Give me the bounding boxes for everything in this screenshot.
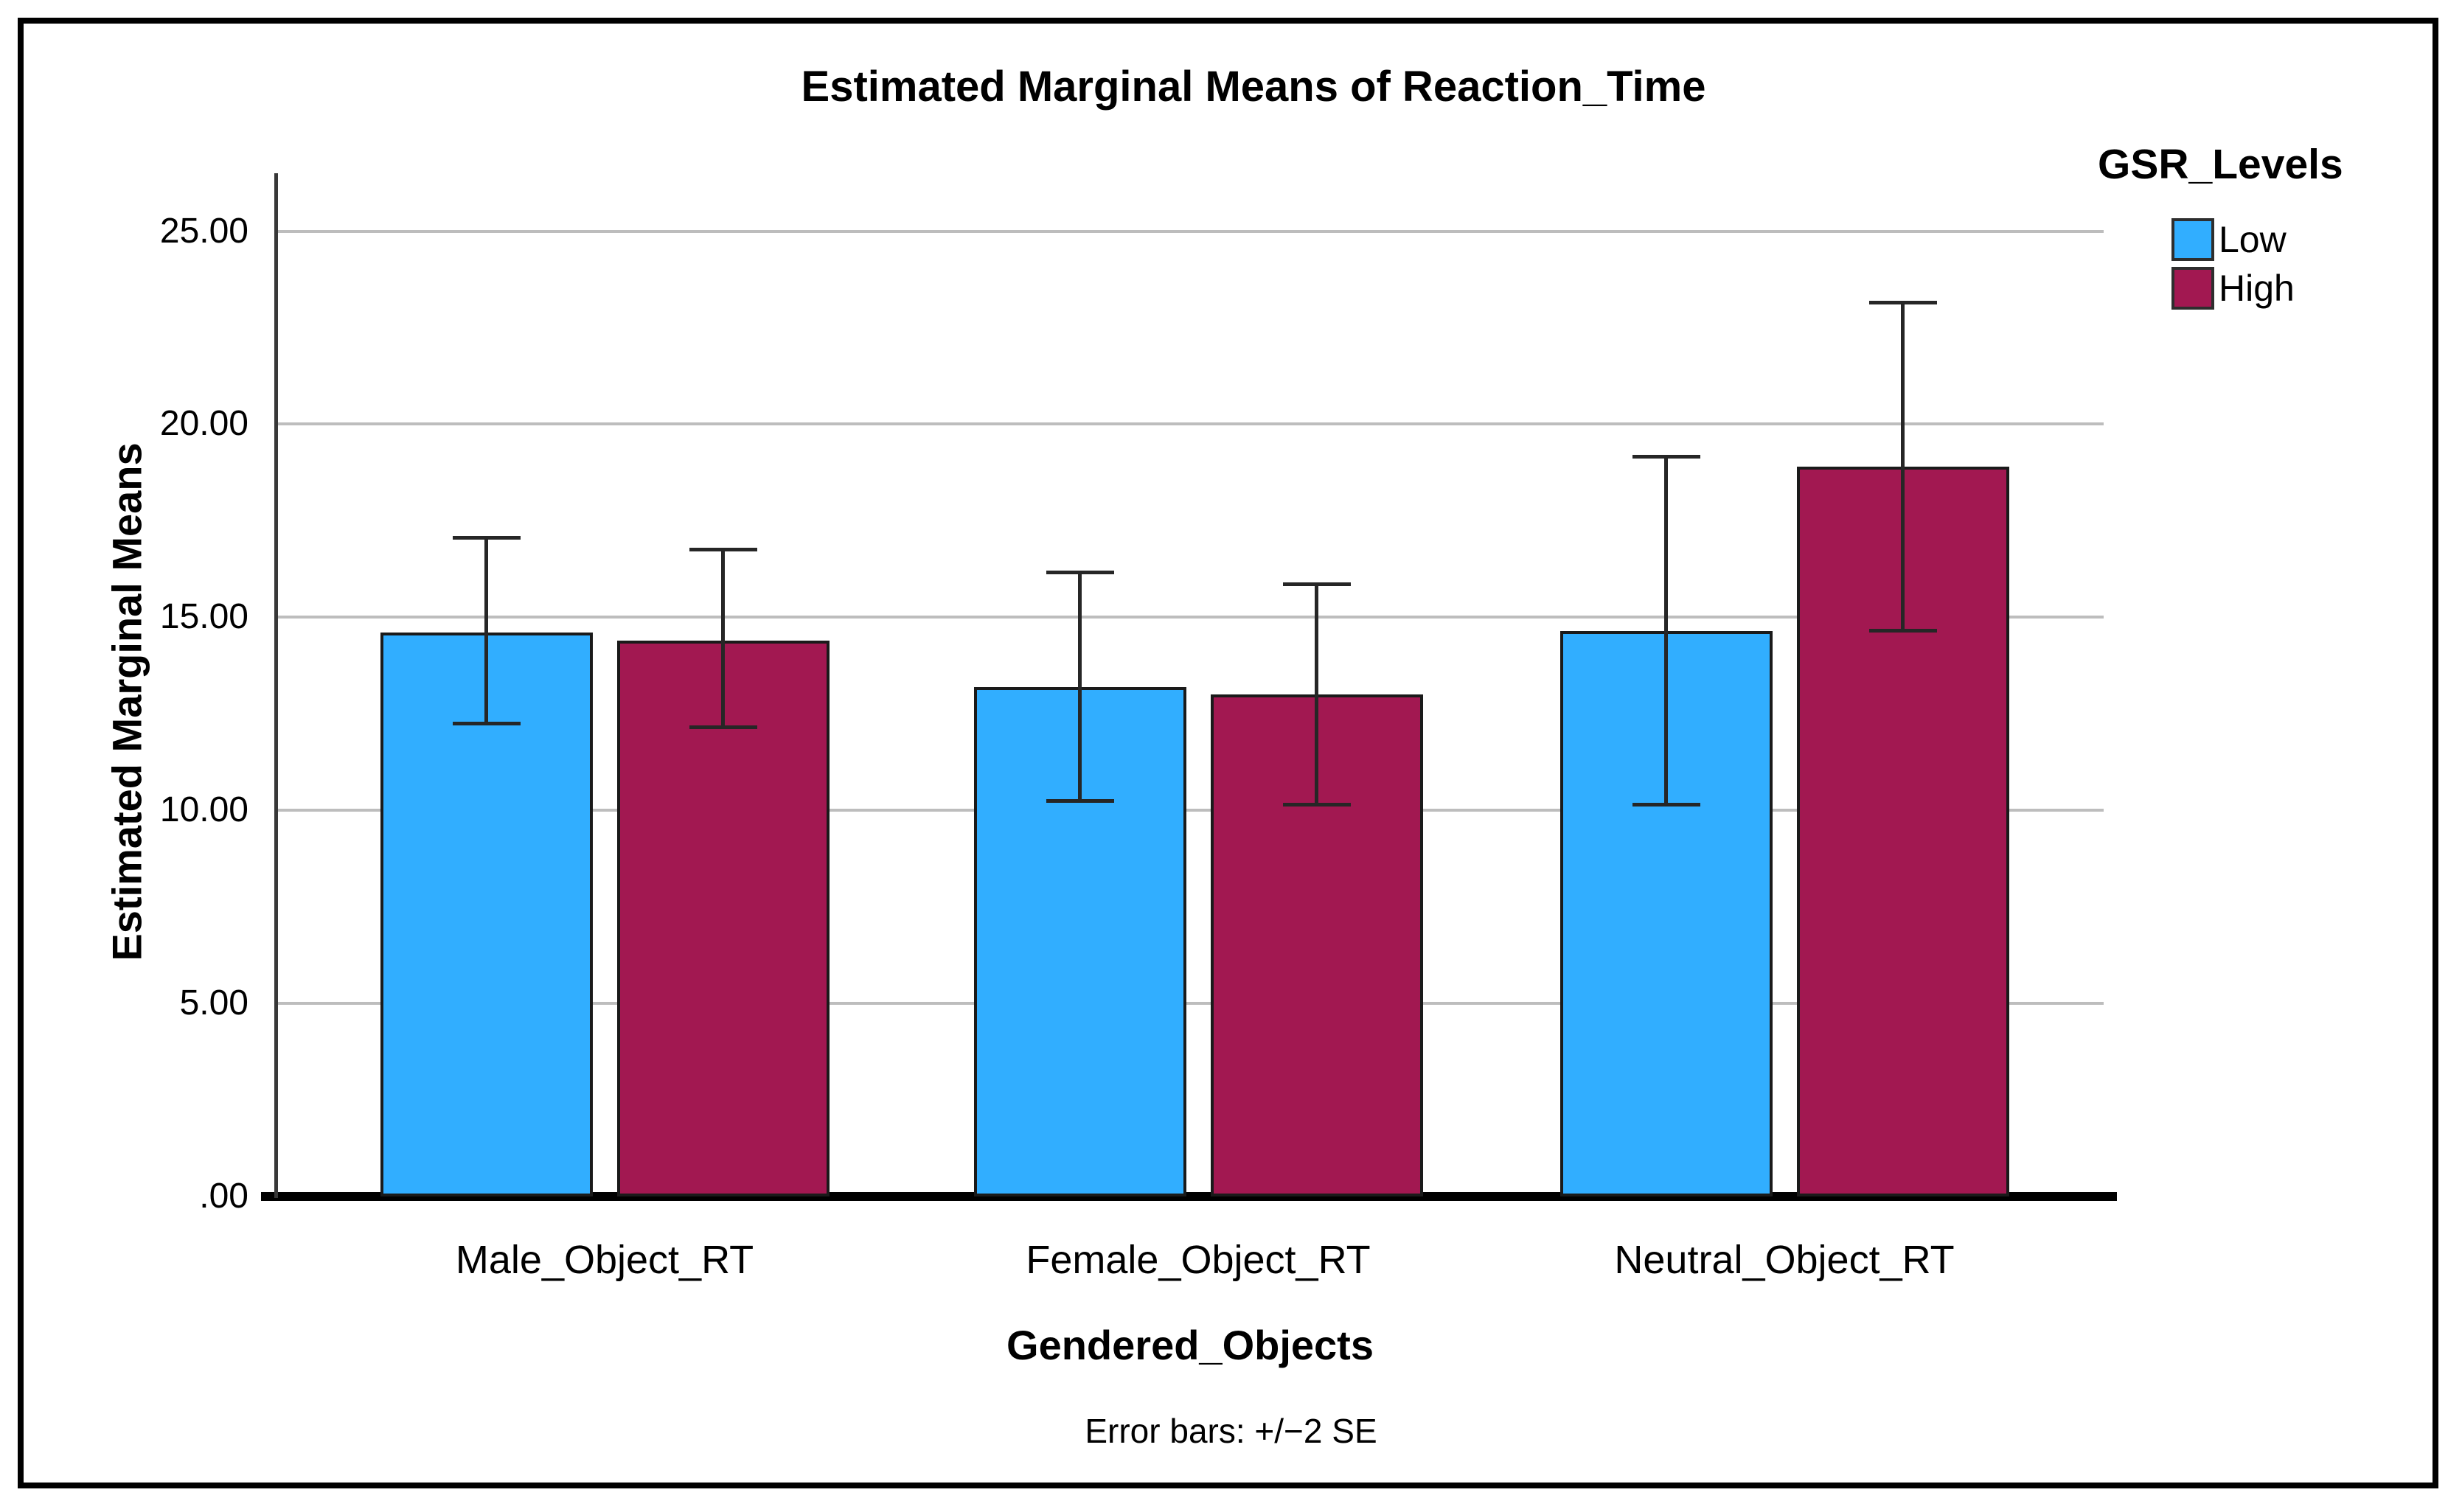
- legend-item-low: Low: [2171, 215, 2343, 264]
- error-bar-cap-top-low-male_object_rt: [452, 536, 521, 540]
- ytick-label-25: 25.00: [159, 212, 248, 251]
- error-bar-cap-top-low-female_object_rt: [1046, 571, 1114, 574]
- legend-label-high: High: [2219, 268, 2295, 309]
- gridline-20: [277, 422, 2104, 426]
- gridline-25: [277, 229, 2104, 233]
- gridline-5: [277, 1002, 2104, 1006]
- legend-label-low: Low: [2219, 219, 2287, 260]
- error-bars-footnote: Error bars: +/−2 SE: [1085, 1412, 1377, 1450]
- category-label-male_object_rt: Male_Object_RT: [455, 1238, 754, 1282]
- legend: GSR_Levels Low High: [2098, 140, 2343, 313]
- gridline-15: [277, 616, 2104, 619]
- x-axis-title: Gendered_Objects: [1006, 1322, 1374, 1368]
- error-bar-cap-top-high-male_object_rt: [689, 548, 757, 551]
- legend-swatch-low-icon: [2171, 218, 2214, 261]
- error-bar-line-low-neutral_object_rt: [1664, 455, 1668, 806]
- error-bar-cap-bottom-low-neutral_object_rt: [1632, 803, 1700, 806]
- error-bar-cap-bottom-high-male_object_rt: [689, 725, 757, 729]
- ytick-label-20: 20.00: [159, 404, 248, 443]
- error-bar-cap-top-high-female_object_rt: [1282, 582, 1351, 586]
- category-label-female_object_rt: Female_Object_RT: [1026, 1238, 1371, 1282]
- error-bar-line-low-male_object_rt: [484, 536, 488, 725]
- ytick-label-5: 5.00: [179, 983, 248, 1022]
- chart-title: Estimated Marginal Means of Reaction_Tim…: [801, 63, 1706, 111]
- error-bar-cap-bottom-high-female_object_rt: [1282, 803, 1351, 806]
- category-label-neutral_object_rt: Neutral_Object_RT: [1614, 1238, 1955, 1282]
- legend-item-high: High: [2171, 264, 2343, 313]
- plot-area: [261, 173, 2117, 1201]
- y-axis-tick-labels: .00 5.00 10.00 15.00 20.00 25.00: [0, 173, 262, 1214]
- error-bar-line-low-female_object_rt: [1078, 571, 1082, 803]
- legend-items: Low High: [2098, 215, 2343, 313]
- ytick-label-0: .00: [199, 1177, 248, 1216]
- error-bar-line-high-female_object_rt: [1315, 582, 1318, 806]
- error-bar-cap-bottom-low-female_object_rt: [1046, 799, 1114, 803]
- error-bar-line-high-male_object_rt: [721, 548, 725, 729]
- bar-high-male_object_rt: [616, 641, 830, 1196]
- y-axis-line: [274, 173, 278, 1198]
- error-bar-line-high-neutral_object_rt: [1901, 301, 1905, 633]
- error-bar-cap-bottom-high-neutral_object_rt: [1868, 629, 1937, 633]
- ytick-label-15: 15.00: [159, 597, 248, 636]
- gridline-10: [277, 809, 2104, 812]
- error-bar-cap-top-high-neutral_object_rt: [1868, 301, 1937, 304]
- error-bar-cap-bottom-low-male_object_rt: [452, 722, 521, 725]
- error-bar-cap-top-low-neutral_object_rt: [1632, 455, 1700, 459]
- x-axis-category-labels: Male_Object_RT Female_Object_RT Neutral_Ob…: [277, 1237, 2104, 1289]
- legend-swatch-high-icon: [2171, 267, 2214, 310]
- legend-title: GSR_Levels: [2098, 141, 2343, 188]
- ytick-label-10: 10.00: [159, 790, 248, 829]
